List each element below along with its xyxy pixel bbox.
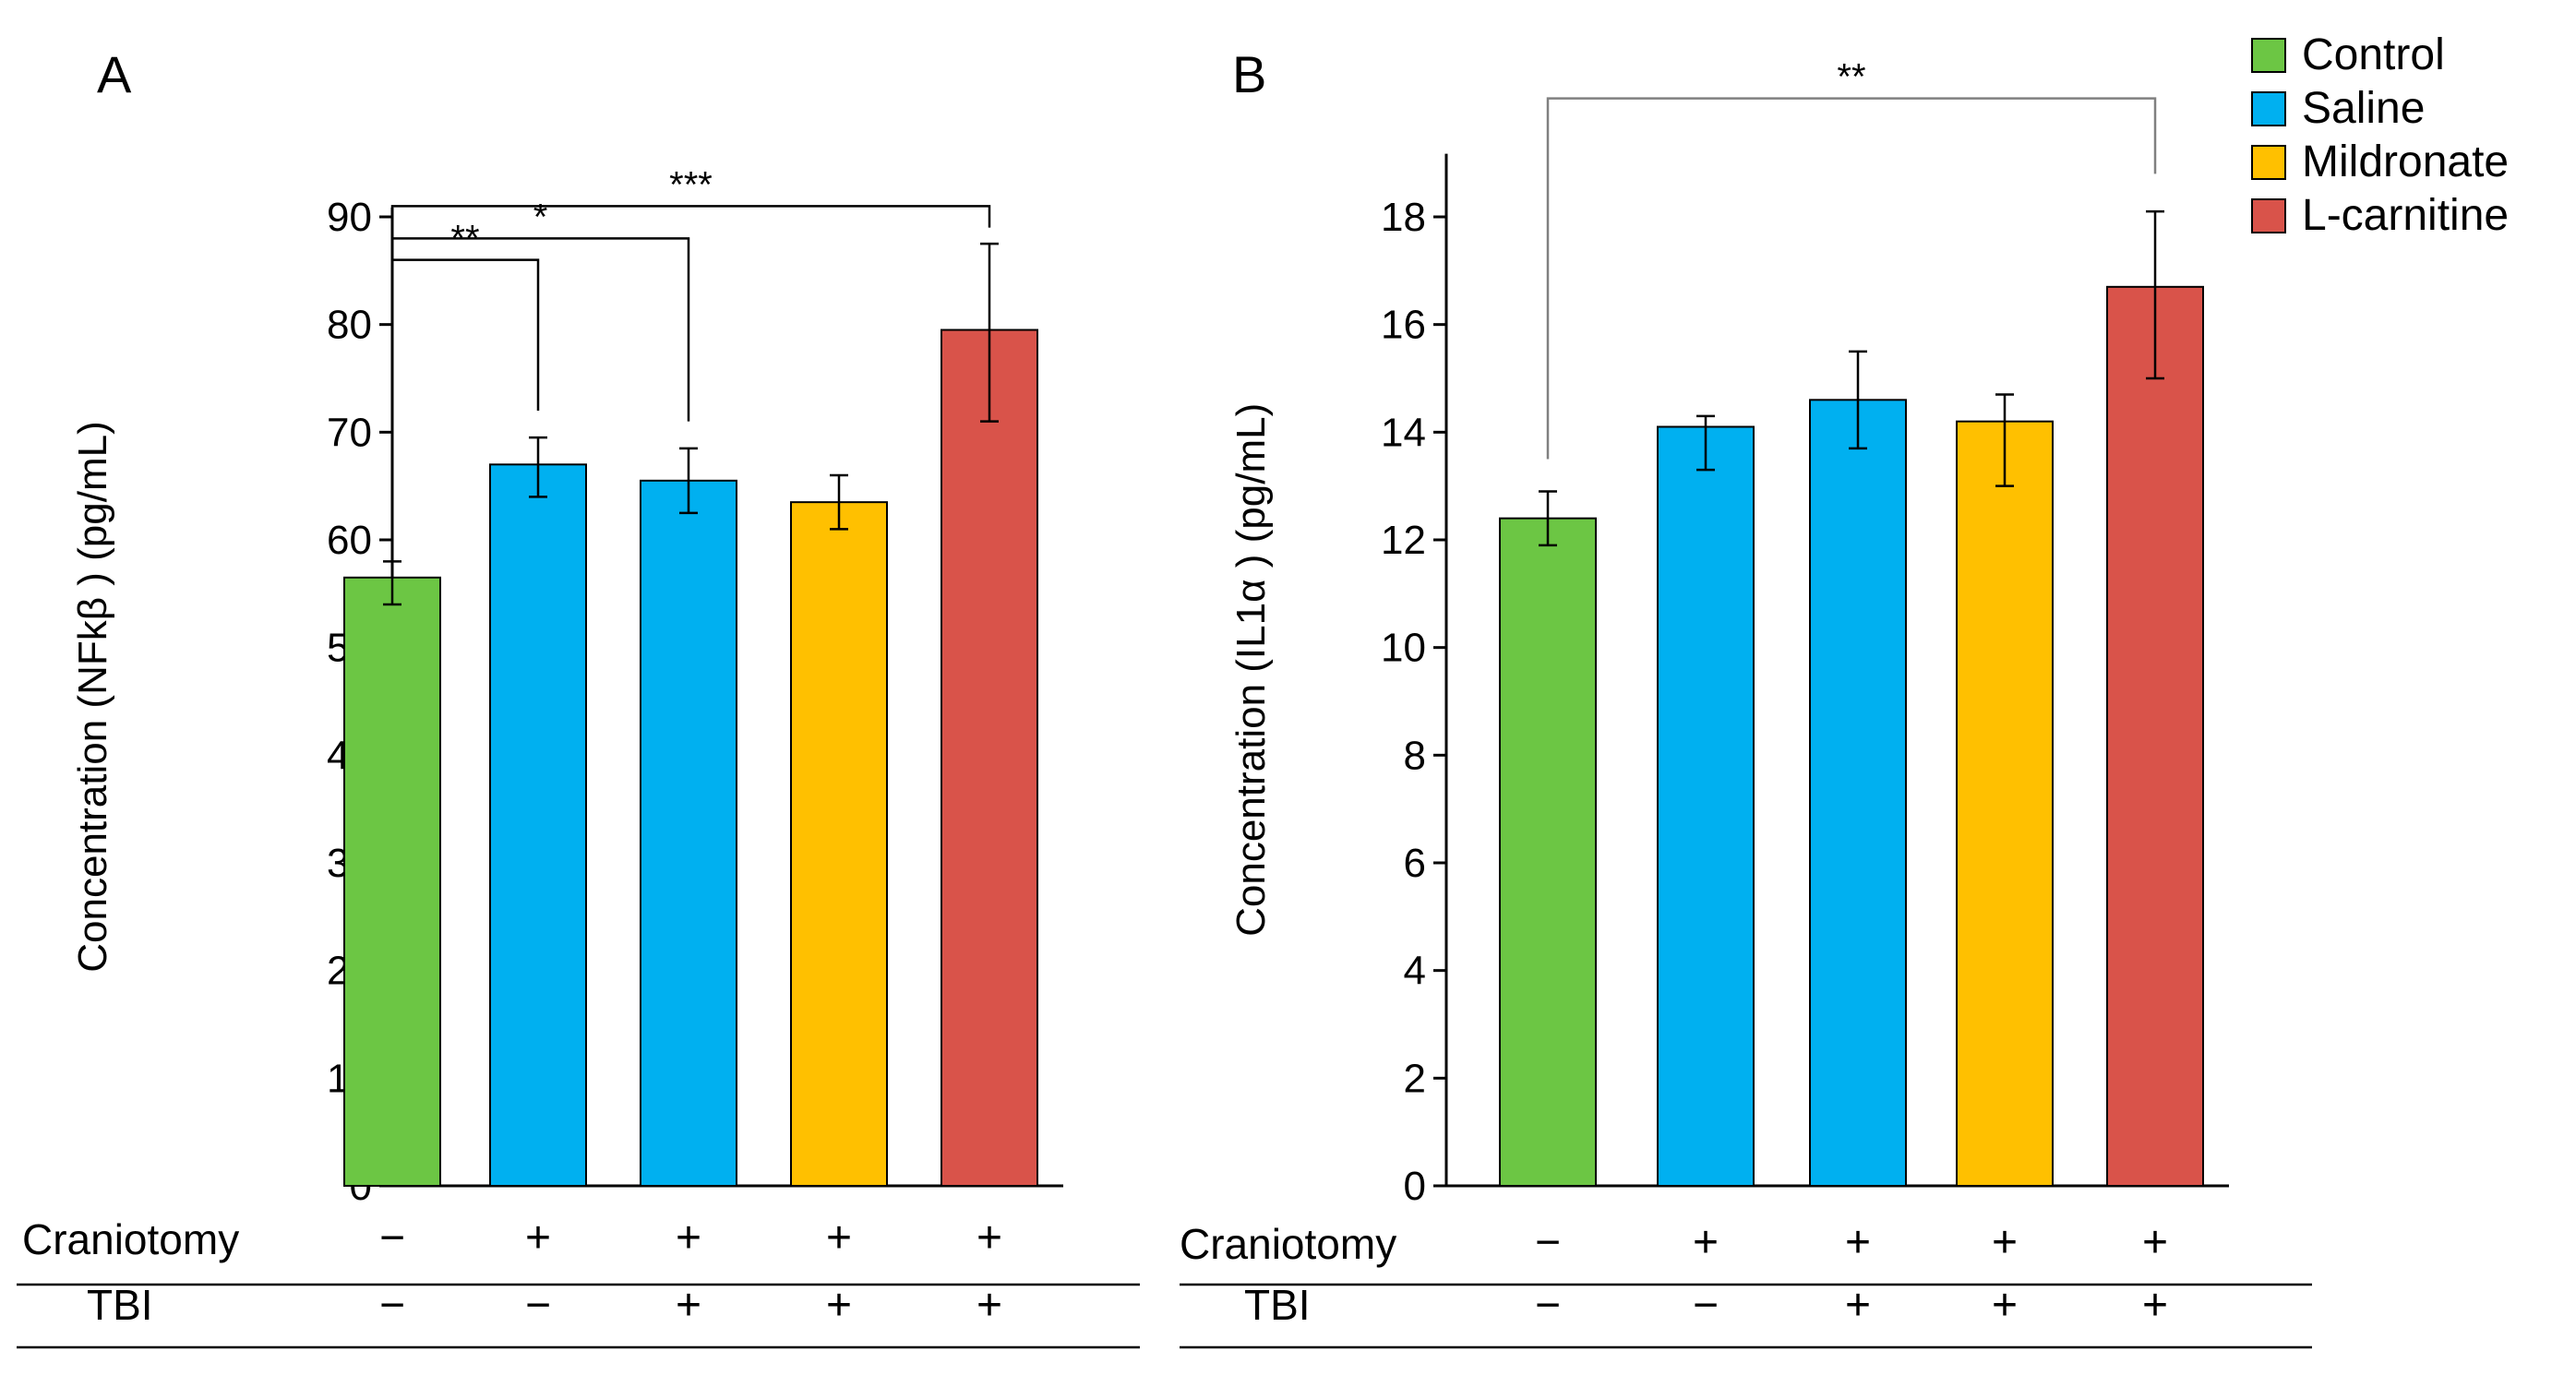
bar-saline: [1809, 399, 1907, 1188]
significance-bracket: [390, 205, 991, 438]
bar-control: [343, 576, 441, 1187]
craniotomy-sign: −: [379, 1214, 405, 1262]
y-tick-label: 60: [327, 518, 372, 563]
y-tick-label: 14: [1381, 410, 1426, 455]
panel-letter: A: [97, 45, 132, 103]
significance-label: ***: [669, 164, 713, 205]
legend-swatch: [2251, 38, 2286, 73]
tbi-label: TBI: [87, 1281, 153, 1329]
craniotomy-label: Craniotomy: [1180, 1220, 1396, 1268]
tbi-sign: +: [2142, 1281, 2168, 1330]
significance-bracket: [1546, 97, 2157, 460]
y-tick-label: 8: [1404, 733, 1426, 778]
legend-label: Mildronate: [2302, 138, 2509, 186]
y-tick-label: 6: [1404, 841, 1426, 886]
tbi-sign: +: [826, 1281, 852, 1330]
tbi-sign: +: [976, 1281, 1002, 1330]
tbi-sign: +: [1845, 1281, 1871, 1330]
tbi-sign: +: [1992, 1281, 2018, 1330]
significance-label: *: [533, 197, 548, 237]
legend-swatch: [2251, 198, 2286, 233]
craniotomy-sign: +: [525, 1214, 551, 1262]
panel-a-chart: A0102030405060708090Concentration (NFkβ …: [17, 45, 1140, 1349]
legend-swatch: [2251, 91, 2286, 126]
y-tick-label: 2: [1404, 1056, 1426, 1101]
legend-label: Saline: [2302, 84, 2425, 133]
craniotomy-sign: +: [826, 1214, 852, 1262]
bar-saline: [1657, 425, 1755, 1187]
bar-mildronate: [790, 501, 888, 1187]
legend-swatch: [2251, 145, 2286, 180]
significance-bracket: [390, 237, 690, 465]
craniotomy-sign: +: [676, 1214, 701, 1262]
bar-l-carnitine: [941, 329, 1038, 1187]
craniotomy-sign: +: [1992, 1218, 2018, 1267]
bar-l-carnitine: [2106, 285, 2204, 1188]
y-tick-label: 18: [1381, 195, 1426, 240]
panel-letter: B: [1232, 45, 1266, 103]
bar-saline: [640, 479, 737, 1187]
y-tick-label: 12: [1381, 518, 1426, 563]
y-axis-title: Concentration (IL1α ) (pg/mL): [1228, 403, 1274, 937]
tbi-label: TBI: [1244, 1281, 1311, 1329]
bar-saline: [489, 463, 587, 1188]
craniotomy-sign: +: [1845, 1218, 1871, 1267]
bar-control: [1499, 517, 1597, 1187]
tbi-sign: −: [1535, 1281, 1561, 1330]
tbi-sign: −: [379, 1281, 405, 1330]
y-tick-label: 4: [1404, 949, 1426, 994]
craniotomy-sign: +: [1693, 1218, 1719, 1267]
legend-label: Control: [2302, 30, 2445, 79]
y-tick-label: 16: [1381, 303, 1426, 348]
legend: Control Saline Mildronate L-carnitine: [2251, 30, 2509, 240]
craniotomy-sign: +: [2142, 1218, 2168, 1267]
tbi-sign: −: [1693, 1281, 1719, 1330]
y-tick-label: 10: [1381, 626, 1426, 671]
panel-b-chart: B 0 2 4 6 8 10 12 14 16 18 Concentration (IL1α ) (p…: [1180, 45, 2312, 1349]
craniotomy-sign: +: [976, 1214, 1002, 1262]
craniotomy-sign: −: [1535, 1218, 1561, 1267]
tbi-sign: +: [676, 1281, 701, 1330]
y-tick-label: 70: [327, 410, 372, 455]
legend-label: L-carnitine: [2302, 191, 2509, 240]
significance-bracket: [390, 258, 540, 465]
y-axis-title: Concentration (NFkβ ) (pg/mL): [70, 421, 115, 972]
craniotomy-label: Craniotomy: [22, 1215, 239, 1263]
tbi-sign: −: [525, 1281, 551, 1330]
y-tick-label: 80: [327, 303, 372, 348]
y-tick-label: 90: [327, 195, 372, 240]
significance-label: **: [1837, 57, 1865, 98]
bar-mildronate: [1956, 420, 2054, 1187]
y-tick-label: 0: [1404, 1164, 1426, 1209]
